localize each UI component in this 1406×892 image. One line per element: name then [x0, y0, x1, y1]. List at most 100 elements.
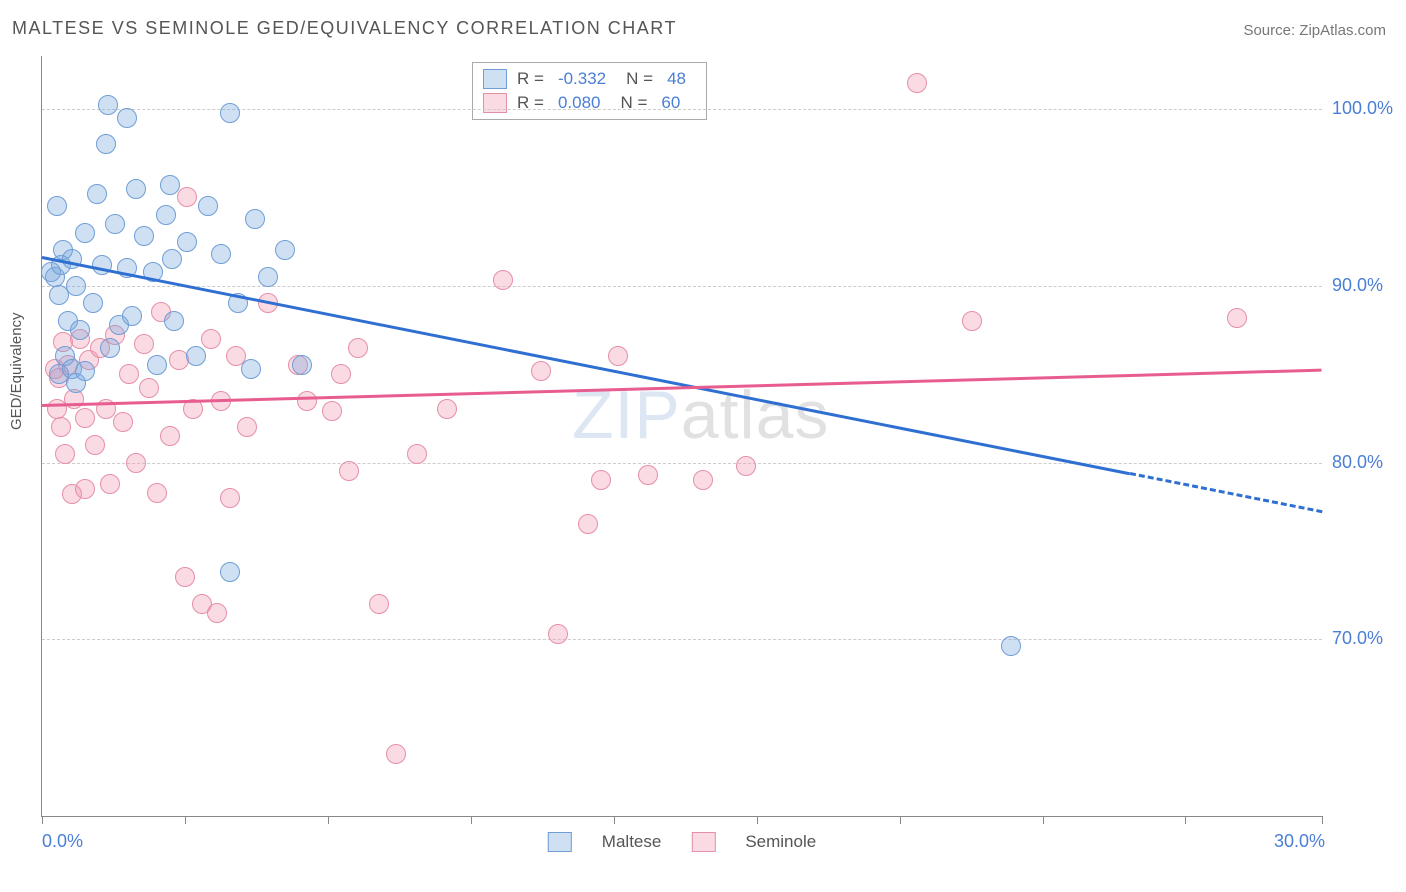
data-point — [100, 474, 120, 494]
correlation-legend: R = -0.332 N = 48 R = 0.080 N = 60 — [472, 62, 707, 120]
x-tick — [185, 816, 186, 824]
data-point — [220, 103, 240, 123]
data-point — [75, 408, 95, 428]
swatch-seminole-bottom — [691, 832, 715, 852]
data-point — [147, 355, 167, 375]
data-point — [1001, 636, 1021, 656]
data-point — [122, 306, 142, 326]
x-tick — [614, 816, 615, 824]
data-point — [548, 624, 568, 644]
chart-title: MALTESE VS SEMINOLE GED/EQUIVALENCY CORR… — [12, 18, 677, 39]
series-legend: Maltese Seminole — [548, 832, 816, 852]
data-point — [126, 453, 146, 473]
gridline — [42, 286, 1322, 287]
data-point — [407, 444, 427, 464]
y-tick-label: 100.0% — [1332, 98, 1402, 119]
data-point — [75, 361, 95, 381]
legend-label-seminole: Seminole — [745, 832, 816, 852]
x-tick-label: 30.0% — [1274, 831, 1325, 852]
data-point — [98, 95, 118, 115]
data-point — [134, 334, 154, 354]
data-point — [693, 470, 713, 490]
data-point — [591, 470, 611, 490]
data-point — [160, 175, 180, 195]
r-value-maltese: -0.332 — [558, 69, 606, 89]
data-point — [275, 240, 295, 260]
data-point — [70, 320, 90, 340]
data-point — [241, 359, 261, 379]
y-tick-label: 70.0% — [1332, 628, 1402, 649]
trend-line — [42, 256, 1131, 475]
data-point — [220, 488, 240, 508]
data-point — [736, 456, 756, 476]
data-point — [437, 399, 457, 419]
source-label: Source: ZipAtlas.com — [1243, 22, 1386, 39]
data-point — [962, 311, 982, 331]
x-tick — [1322, 816, 1323, 824]
x-tick-label: 0.0% — [42, 831, 83, 852]
data-point — [608, 346, 628, 366]
chart-container: MALTESE VS SEMINOLE GED/EQUIVALENCY CORR… — [0, 0, 1406, 892]
data-point — [164, 311, 184, 331]
data-point — [75, 479, 95, 499]
data-point — [322, 401, 342, 421]
gridline — [42, 463, 1322, 464]
data-point — [386, 744, 406, 764]
data-point — [126, 179, 146, 199]
data-point — [147, 483, 167, 503]
x-tick — [900, 816, 901, 824]
data-point — [198, 196, 218, 216]
x-tick — [1043, 816, 1044, 824]
data-point — [331, 364, 351, 384]
data-point — [55, 444, 75, 464]
data-point — [578, 514, 598, 534]
trend-line — [1130, 472, 1323, 513]
data-point — [292, 355, 312, 375]
legend-label-maltese: Maltese — [602, 832, 662, 852]
x-tick — [42, 816, 43, 824]
data-point — [237, 417, 257, 437]
data-point — [85, 435, 105, 455]
data-point — [83, 293, 103, 313]
data-point — [211, 244, 231, 264]
data-point — [177, 187, 197, 207]
data-point — [175, 567, 195, 587]
data-point — [139, 378, 159, 398]
swatch-maltese — [483, 69, 507, 89]
data-point — [186, 346, 206, 366]
data-point — [638, 465, 658, 485]
y-tick-label: 90.0% — [1332, 275, 1402, 296]
swatch-maltese-bottom — [548, 832, 572, 852]
data-point — [96, 134, 116, 154]
r-label: R = — [517, 69, 544, 89]
data-point — [297, 391, 317, 411]
data-point — [369, 594, 389, 614]
data-point — [160, 426, 180, 446]
data-point — [339, 461, 359, 481]
x-tick — [328, 816, 329, 824]
data-point — [1227, 308, 1247, 328]
data-point — [117, 108, 137, 128]
data-point — [493, 270, 513, 290]
data-point — [348, 338, 368, 358]
n-value-maltese: 48 — [667, 69, 686, 89]
legend-row-maltese: R = -0.332 N = 48 — [483, 67, 696, 91]
trend-line — [42, 369, 1322, 407]
data-point — [177, 232, 197, 252]
x-tick — [1185, 816, 1186, 824]
plot-area: ZIPatlas R = -0.332 N = 48 R = 0.080 N =… — [41, 56, 1322, 817]
data-point — [207, 603, 227, 623]
data-point — [119, 364, 139, 384]
data-point — [156, 205, 176, 225]
legend-row-seminole: R = 0.080 N = 60 — [483, 91, 696, 115]
data-point — [220, 562, 240, 582]
data-point — [87, 184, 107, 204]
data-point — [105, 214, 125, 234]
gridline — [42, 639, 1322, 640]
data-point — [162, 249, 182, 269]
data-point — [531, 361, 551, 381]
x-tick — [757, 816, 758, 824]
data-point — [258, 267, 278, 287]
data-point — [134, 226, 154, 246]
x-tick — [471, 816, 472, 824]
